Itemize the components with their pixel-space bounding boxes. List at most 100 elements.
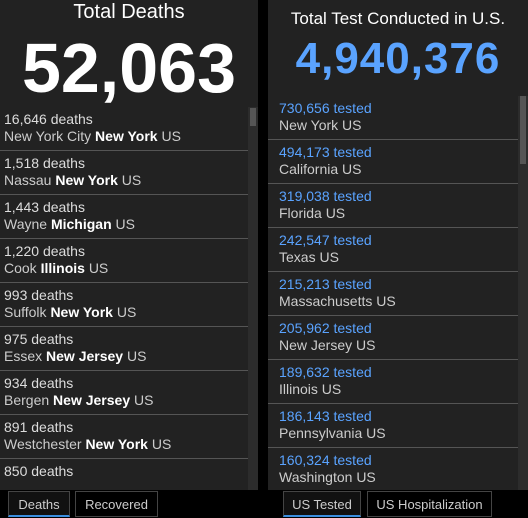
list-row[interactable]: 186,143 tested Pennsylvania US bbox=[268, 404, 518, 448]
tab[interactable]: Recovered bbox=[75, 491, 158, 517]
scrollbar[interactable] bbox=[250, 108, 256, 126]
place: New York bbox=[279, 117, 339, 133]
location-line: Massachusetts US bbox=[279, 293, 518, 310]
list-row[interactable]: 1,443 deaths Wayne Michigan US bbox=[0, 195, 248, 239]
country: US bbox=[342, 161, 362, 177]
state: Michigan bbox=[50, 216, 112, 232]
location-line: New York City New York US bbox=[4, 128, 248, 145]
list-row[interactable]: 1,220 deaths Cook Illinois US bbox=[0, 239, 248, 283]
count-line: 242,547 tested bbox=[279, 232, 518, 249]
place: Massachusetts bbox=[279, 293, 373, 309]
count-line: 186,143 tested bbox=[279, 408, 518, 425]
count-line: 319,038 tested bbox=[279, 188, 518, 205]
count: 205,962 bbox=[279, 320, 330, 336]
country: US bbox=[161, 128, 181, 144]
state: New York bbox=[55, 172, 118, 188]
list-row[interactable]: 975 deaths Essex New Jersey US bbox=[0, 327, 248, 371]
unit: deaths bbox=[31, 375, 74, 391]
scrollbar[interactable] bbox=[520, 96, 526, 164]
unit: tested bbox=[333, 232, 372, 248]
unit: tested bbox=[333, 188, 372, 204]
list-row[interactable]: 494,173 tested California US bbox=[268, 140, 518, 184]
location-line: Suffolk New York US bbox=[4, 304, 248, 321]
place: Westchester bbox=[4, 436, 82, 452]
country: US bbox=[126, 348, 147, 364]
count-line: 215,213 tested bbox=[279, 276, 518, 293]
list-row[interactable]: 934 deaths Bergen New Jersey US bbox=[0, 371, 248, 415]
unit: deaths bbox=[42, 243, 85, 259]
count-line: 205,962 tested bbox=[279, 320, 518, 337]
count: 1,443 bbox=[4, 199, 40, 215]
country: US bbox=[319, 249, 339, 265]
deaths-panel: Total Deaths 52,063 16,646 deaths New Yor… bbox=[0, 0, 258, 490]
list-row[interactable]: 319,038 tested Florida US bbox=[268, 184, 518, 228]
list-row[interactable]: 1,518 deaths Nassau New York US bbox=[0, 151, 248, 195]
list-row[interactable]: 160,324 tested Washington US bbox=[268, 448, 518, 490]
count: 993 bbox=[4, 287, 28, 303]
count: 1,518 bbox=[4, 155, 40, 171]
list-row[interactable]: 730,656 tested New York US bbox=[268, 96, 518, 140]
list-row[interactable]: 993 deaths Suffolk New York US bbox=[0, 283, 248, 327]
list-row[interactable]: 189,632 tested Illinois US bbox=[268, 360, 518, 404]
country: US bbox=[356, 337, 376, 353]
place: Cook bbox=[4, 260, 37, 276]
place: Wayne bbox=[4, 216, 48, 232]
country: US bbox=[151, 436, 172, 452]
count-line: 494,173 tested bbox=[279, 144, 518, 161]
place: Illinois bbox=[279, 381, 318, 397]
place: Florida bbox=[279, 205, 322, 221]
tests-list: 730,656 tested New York US 494,173 tested C… bbox=[268, 96, 518, 490]
count-line: 730,656 tested bbox=[279, 100, 518, 117]
place: Washington bbox=[279, 469, 353, 485]
unit: tested bbox=[333, 320, 372, 336]
location-line: Washington US bbox=[279, 469, 518, 486]
tab[interactable]: Deaths bbox=[8, 491, 70, 517]
count-line: 160,324 tested bbox=[279, 452, 518, 469]
country: US bbox=[366, 425, 386, 441]
place: Bergen bbox=[4, 392, 50, 408]
unit: deaths bbox=[50, 111, 93, 127]
count: 242,547 bbox=[279, 232, 330, 248]
country: US bbox=[325, 205, 346, 221]
place: New Jersey bbox=[279, 337, 353, 353]
location-line: Wayne Michigan US bbox=[4, 216, 248, 233]
unit: deaths bbox=[31, 463, 74, 479]
list-row[interactable]: 205,962 tested New Jersey US bbox=[268, 316, 518, 360]
count: 934 bbox=[4, 375, 28, 391]
unit: tested bbox=[333, 452, 372, 468]
unit: deaths bbox=[42, 155, 85, 171]
location-line: California US bbox=[279, 161, 518, 178]
count-line: 975 deaths bbox=[4, 331, 248, 348]
country: US bbox=[134, 392, 154, 408]
count: 891 bbox=[4, 419, 28, 435]
unit: deaths bbox=[42, 199, 85, 215]
tab[interactable]: US Hospitalization bbox=[367, 491, 492, 517]
state: New York bbox=[95, 128, 158, 144]
count: 494,173 bbox=[279, 144, 330, 160]
place: Pennsylvania bbox=[279, 425, 363, 441]
place: Nassau bbox=[4, 172, 52, 188]
country: US bbox=[356, 469, 376, 485]
state: Illinois bbox=[40, 260, 85, 276]
location-line: Nassau New York US bbox=[4, 172, 248, 189]
place: New York City bbox=[4, 128, 92, 144]
list-row[interactable]: 16,646 deaths New York City New York US bbox=[0, 107, 248, 151]
total-value: 4,940,376 bbox=[295, 34, 501, 83]
list-row[interactable]: 850 deaths bbox=[0, 459, 248, 490]
country: US bbox=[115, 216, 135, 232]
unit: deaths bbox=[31, 287, 74, 303]
location-line: Texas US bbox=[279, 249, 518, 266]
count: 730,656 bbox=[279, 100, 330, 116]
location-line: Bergen New Jersey US bbox=[4, 392, 248, 409]
country: US bbox=[321, 381, 342, 397]
unit: tested bbox=[333, 276, 372, 292]
list-row[interactable]: 891 deaths Westchester New York US bbox=[0, 415, 248, 459]
list-row[interactable]: 215,213 tested Massachusetts US bbox=[268, 272, 518, 316]
count-line: 16,646 deaths bbox=[4, 111, 248, 128]
count-line: 993 deaths bbox=[4, 287, 248, 304]
tab[interactable]: US Tested bbox=[283, 491, 361, 517]
scroll-track bbox=[248, 107, 258, 490]
list-row[interactable]: 242,547 tested Texas US bbox=[268, 228, 518, 272]
count: 319,038 bbox=[279, 188, 330, 204]
country: US bbox=[376, 293, 396, 309]
